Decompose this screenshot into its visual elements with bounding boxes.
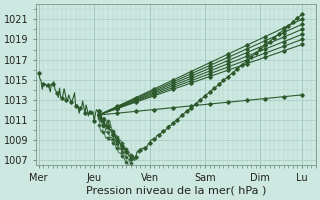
X-axis label: Pression niveau de la mer( hPa ): Pression niveau de la mer( hPa ) [86, 186, 266, 196]
